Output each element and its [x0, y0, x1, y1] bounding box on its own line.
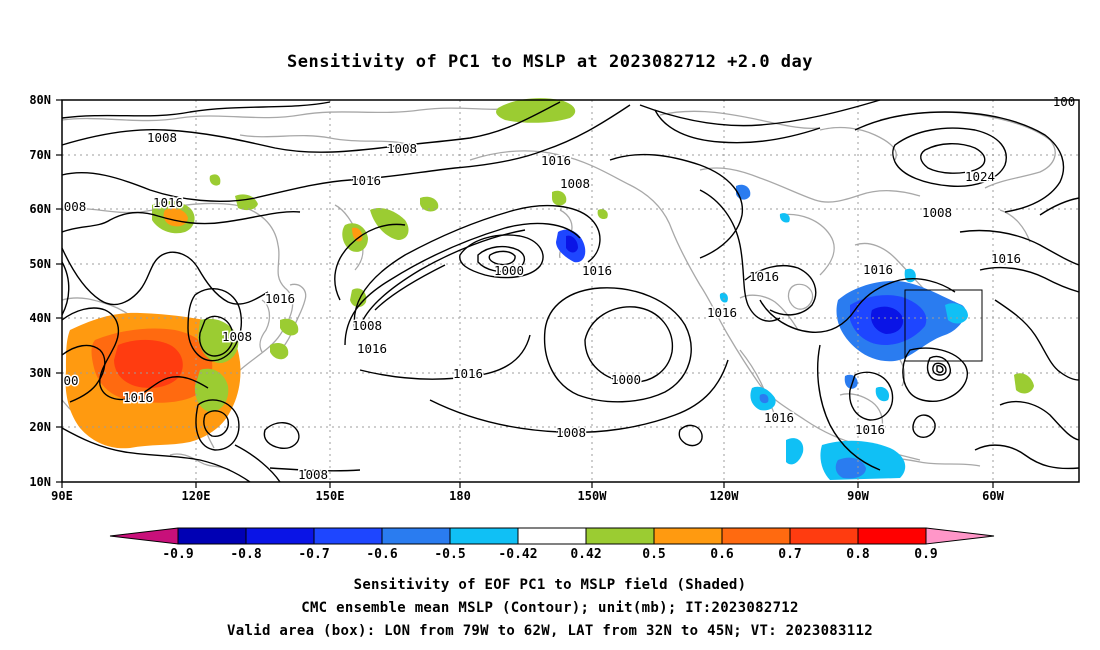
colorbar-label: 0.9: [914, 547, 937, 562]
lon-tick-label: 60W: [982, 489, 1004, 503]
contour-label: 1016: [749, 269, 779, 284]
contour-label: 1008: [352, 318, 382, 333]
contour-label: 1016: [153, 195, 183, 210]
colorbar-segment: [721, 527, 791, 545]
contour-label: 1016: [707, 305, 737, 320]
contour-label: 1008: [560, 176, 590, 191]
contour-label: 1008: [922, 205, 952, 220]
contour-label: 00: [63, 373, 78, 388]
contour-label: 008: [64, 199, 87, 214]
colorbar-label: 0.42: [570, 547, 601, 562]
mslp-contours: [61, 99, 1080, 483]
contour-label: 1016: [351, 173, 381, 188]
colorbar-segment: [449, 527, 519, 545]
contour-label: 1008: [387, 141, 417, 156]
colorbar-segment: [789, 527, 859, 545]
lat-tick-label: 10N: [29, 475, 51, 489]
lon-tick-label: 90E: [51, 489, 73, 503]
lon-tick-label: 150E: [316, 489, 345, 503]
lat-tick-label: 80N: [29, 93, 51, 107]
colorbar-label: 0.6: [710, 547, 734, 562]
valid-area-box: [904, 289, 983, 362]
contour-label: 1008: [147, 130, 177, 145]
lon-tick-label: 180: [449, 489, 471, 503]
caption-line-3: Valid area (box): LON from 79W to 62W, L…: [227, 623, 873, 639]
contour-label: 1016: [855, 422, 885, 437]
caption-line-1: Sensitivity of EOF PC1 to MSLP field (Sh…: [354, 577, 747, 593]
colorbar-segment: [857, 527, 927, 545]
colorbar-label: -0.42: [498, 547, 537, 562]
latitude-tick-labels: 80N 70N 60N 50N 40N 30N 20N 10N: [29, 93, 51, 489]
colorbar-segment: [381, 527, 451, 545]
map-panel: 1008 1008 1016 1016 1008 1016 1000 1016 1008 1016…: [29, 93, 1080, 503]
contour-label: 1008: [298, 467, 328, 482]
contour-labels: 1008 1008 1016 1016 1008 1016 1000 1016 1008 1016…: [62, 93, 1077, 484]
caption-line-2: CMC ensemble mean MSLP (Contour); unit(m…: [301, 600, 799, 616]
lat-tick-label: 50N: [29, 257, 51, 271]
colorbar-segment: [177, 527, 247, 545]
figure-caption: Sensitivity of EOF PC1 to MSLP field (Sh…: [227, 577, 873, 639]
contour-label: 1016: [123, 390, 153, 405]
colorbar: -0.9 -0.8 -0.7 -0.6 -0.5 -0.42 0.42 0.5 0.6 0.7 0.…: [109, 527, 995, 562]
lat-tick-label: 30N: [29, 366, 51, 380]
colorbar-label: 0.8: [846, 547, 870, 562]
figure-title: Sensitivity of PC1 to MSLP at 2023082712…: [287, 52, 813, 72]
colorbar-label: 0.5: [642, 547, 665, 562]
colorbar-segment: [245, 527, 315, 545]
axis-tick-marks: [56, 99, 994, 488]
contour-label: 1024: [965, 169, 995, 184]
contour-label: 1016: [357, 341, 387, 356]
contour-label: 1000: [611, 372, 641, 387]
longitude-tick-labels: 90E 120E 150E 180 150W 120W 90W 60W: [51, 489, 1004, 503]
lon-tick-label: 90W: [847, 489, 869, 503]
colorbar-segment: [653, 527, 723, 545]
contour-label: 1016: [265, 291, 295, 306]
contour-label: 1016: [541, 153, 571, 168]
lon-tick-label: 150W: [578, 489, 608, 503]
lat-tick-label: 20N: [29, 420, 51, 434]
colorbar-upper-extend: [925, 527, 995, 545]
colorbar-label: -0.5: [434, 547, 465, 562]
lat-tick-label: 70N: [29, 148, 51, 162]
contour-label: 1016: [991, 251, 1021, 266]
contour-label: 1008: [222, 329, 252, 344]
contour-label: 1016: [453, 366, 483, 381]
contour-label: 1016: [764, 410, 794, 425]
lon-tick-label: 120W: [710, 489, 740, 503]
contour-label: 1008: [556, 425, 586, 440]
contour-label: 1016: [863, 262, 893, 277]
colorbar-label: -0.9: [162, 547, 193, 562]
contour-label: 1000: [494, 263, 524, 278]
colorbar-label: -0.8: [230, 547, 261, 562]
lon-tick-label: 120E: [182, 489, 211, 503]
lat-tick-label: 60N: [29, 202, 51, 216]
colorbar-lower-extend: [109, 527, 179, 545]
colorbar-segment: [313, 527, 383, 545]
contour-label: 1016: [582, 263, 612, 278]
colorbar-segment: [585, 527, 655, 545]
colorbar-segment: [517, 527, 587, 545]
colorbar-label: 0.7: [778, 547, 801, 562]
contour-label: 100: [1053, 94, 1076, 109]
colorbar-label: -0.6: [366, 547, 397, 562]
colorbar-label: -0.7: [298, 547, 329, 562]
lat-tick-label: 40N: [29, 311, 51, 325]
